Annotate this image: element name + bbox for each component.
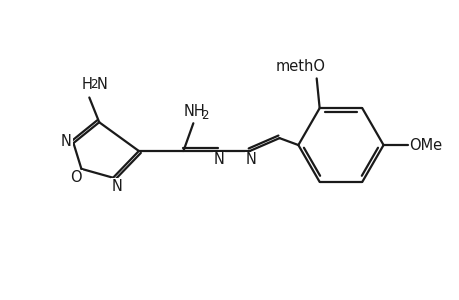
Text: 2: 2	[201, 109, 208, 122]
Text: OMe: OMe	[409, 137, 442, 152]
Text: 2: 2	[90, 78, 98, 91]
Text: N: N	[245, 152, 256, 167]
Text: N: N	[112, 179, 122, 194]
Text: methO: methO	[275, 59, 325, 74]
Text: N: N	[96, 77, 107, 92]
Text: N: N	[61, 134, 72, 148]
Text: N: N	[213, 152, 224, 167]
Text: H: H	[82, 77, 93, 92]
Text: O: O	[71, 170, 82, 185]
Text: NH: NH	[183, 104, 205, 119]
